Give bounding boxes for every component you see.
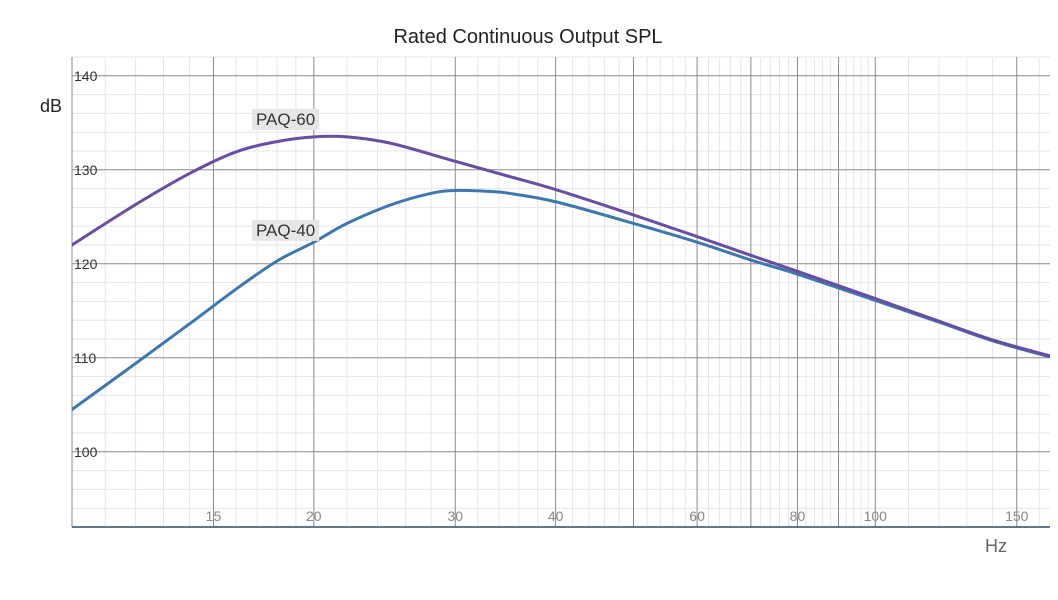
grid-layer [71,56,1050,528]
label-layer: PAQ-60 PAQ-40 [251,108,320,241]
x-tick-label: 80 [790,508,806,524]
y-tick-label: 130 [74,162,98,178]
series-label-bg [251,108,320,130]
x-tick-label: 15 [206,508,222,524]
series-label-bg [251,219,320,241]
x-tick-label: 20 [306,508,322,524]
series-layer [72,134,1050,411]
chart-title: Rated Continuous Output SPL [393,26,662,48]
y-axis-label: dB [40,96,62,116]
x-tick-label: 100 [864,508,888,524]
axis-layer: 100 110 120 130 140 15 20 30 40 60 80 100 150 [71,57,1050,528]
series-label-paq-40: PAQ-40 [251,219,320,241]
y-tick-label: 120 [74,256,98,272]
x-tick-label: 150 [1005,508,1029,524]
x-tick-label: 40 [548,508,564,524]
y-tick-label: 100 [74,444,98,460]
series-label-paq-60: PAQ-60 [251,108,320,130]
series-label-text: PAQ-40 [256,221,315,240]
y-tick-label: 140 [74,68,98,84]
y-tick-label: 110 [74,350,97,366]
series-line-paq-60 [72,134,1050,358]
x-tick-label: 30 [447,508,463,524]
series-label-text: PAQ-60 [256,110,315,129]
series-line-paq-40 [72,188,1050,411]
x-axis-label: Hz [985,536,1007,556]
x-tick-label: 60 [689,508,705,524]
